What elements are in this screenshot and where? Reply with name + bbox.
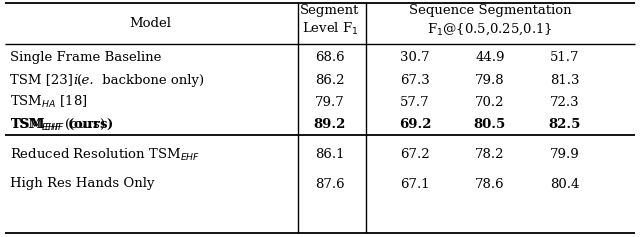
Text: 70.2: 70.2 xyxy=(476,96,505,109)
Text: TSM$_{EHF}$ (ours): TSM$_{EHF}$ (ours) xyxy=(10,116,105,132)
Text: 80.4: 80.4 xyxy=(550,178,580,191)
Text: 78.6: 78.6 xyxy=(475,178,505,191)
Text: 67.3: 67.3 xyxy=(400,73,430,87)
Text: 51.7: 51.7 xyxy=(550,50,580,64)
Text: backbone only): backbone only) xyxy=(98,73,204,87)
Text: 89.2: 89.2 xyxy=(314,118,346,131)
Text: 79.7: 79.7 xyxy=(315,96,345,109)
Text: 44.9: 44.9 xyxy=(476,50,505,64)
Text: 67.2: 67.2 xyxy=(400,149,430,161)
Text: 78.2: 78.2 xyxy=(476,149,505,161)
Text: 80.5: 80.5 xyxy=(474,118,506,131)
Text: 68.6: 68.6 xyxy=(315,50,345,64)
Text: 82.5: 82.5 xyxy=(549,118,581,131)
Text: Sequence Segmentation
F$_1$@{0.5,0.25,0.1}: Sequence Segmentation F$_1$@{0.5,0.25,0.… xyxy=(409,4,572,37)
Text: Reduced Resolution TSM$_{EHF}$: Reduced Resolution TSM$_{EHF}$ xyxy=(10,147,200,163)
Text: 79.9: 79.9 xyxy=(550,149,580,161)
Text: 57.7: 57.7 xyxy=(400,96,430,109)
Text: TSM$_{HA}$ [18]: TSM$_{HA}$ [18] xyxy=(10,94,88,110)
Text: i.e.: i.e. xyxy=(73,73,93,87)
Text: 86.1: 86.1 xyxy=(316,149,345,161)
Text: 67.1: 67.1 xyxy=(400,178,430,191)
Text: TSM$_{EHF}$ (ours): TSM$_{EHF}$ (ours) xyxy=(10,116,113,132)
Text: 87.6: 87.6 xyxy=(315,178,345,191)
Text: Model: Model xyxy=(129,17,171,30)
Text: 72.3: 72.3 xyxy=(550,96,580,109)
Text: TSM [23] (: TSM [23] ( xyxy=(10,73,83,87)
Text: Segment
Level F$_1$: Segment Level F$_1$ xyxy=(300,4,360,37)
Text: 81.3: 81.3 xyxy=(550,73,580,87)
Text: 86.2: 86.2 xyxy=(316,73,345,87)
Text: High Res Hands Only: High Res Hands Only xyxy=(10,178,154,191)
Text: 30.7: 30.7 xyxy=(400,50,430,64)
Text: 79.8: 79.8 xyxy=(475,73,505,87)
Text: Single Frame Baseline: Single Frame Baseline xyxy=(10,50,161,64)
Text: 69.2: 69.2 xyxy=(399,118,431,131)
